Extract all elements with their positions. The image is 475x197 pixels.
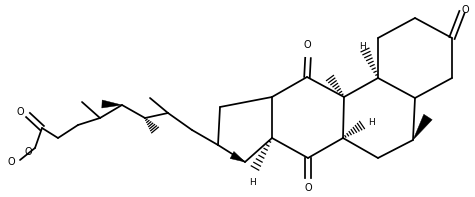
Text: H: H <box>359 42 365 50</box>
Text: O: O <box>304 183 312 193</box>
Text: H: H <box>248 178 256 187</box>
Polygon shape <box>413 114 432 140</box>
Polygon shape <box>230 151 245 162</box>
Polygon shape <box>102 100 122 108</box>
Text: O: O <box>8 157 15 167</box>
Text: H: H <box>368 117 375 126</box>
Text: O: O <box>462 5 470 15</box>
Text: O: O <box>303 40 311 50</box>
Text: O: O <box>16 107 24 117</box>
Text: O: O <box>24 147 32 157</box>
